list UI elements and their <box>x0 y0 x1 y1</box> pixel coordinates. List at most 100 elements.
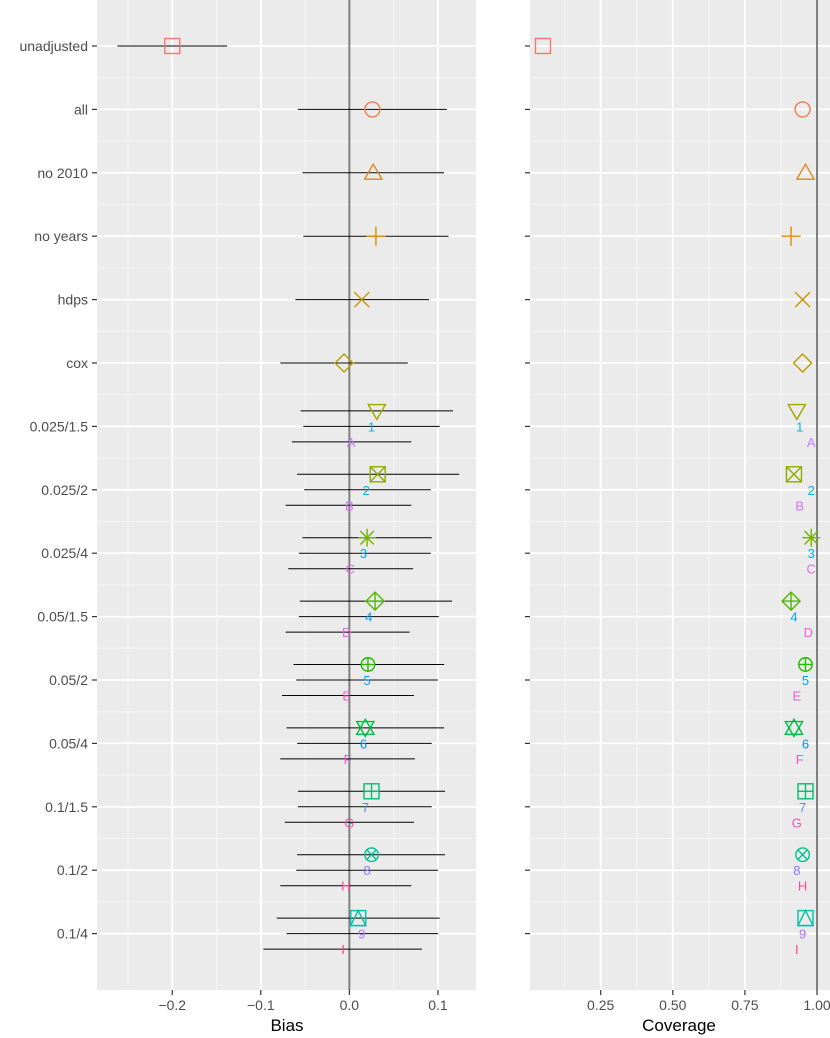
x-tick-label: 0.75 <box>731 997 758 1013</box>
coverage-point-label-e: E <box>792 689 801 704</box>
category-label-0-1-2: 0.1/2 <box>57 862 88 878</box>
coverage-point-label-3: 3 <box>808 546 815 561</box>
category-label-0-1-1-5: 0.1/1.5 <box>45 799 88 815</box>
coverage-point-0-1-1-5-square-plus-icon <box>797 783 814 800</box>
bias-point-0-025-1-5-triangle-down-icon <box>366 403 387 421</box>
coverage-point-label-7: 7 <box>799 800 806 815</box>
category-label-cox: cox <box>66 355 88 371</box>
bias-point-no-2010-triangle-icon <box>363 162 384 180</box>
bias-point-label-i: I <box>341 942 345 957</box>
coverage-point-unadjusted-square-icon <box>534 37 552 55</box>
category-label-0-025-2: 0.025/2 <box>41 482 88 498</box>
bias-point-label-7: 7 <box>362 800 369 815</box>
bias-point-0-025-4-asterisk-icon <box>358 528 377 547</box>
bias-point-label-h: H <box>341 879 350 894</box>
y-axis-category-labels: unadjusted all no 2010 no years hdps cox 0.025… <box>19 38 88 942</box>
coverage-point-label-h: H <box>798 879 807 894</box>
category-label-no-2010: no 2010 <box>37 165 88 181</box>
coverage-markers: 1A 2B 3C 4D 5E 6F 7G 8H 9I <box>534 37 821 957</box>
coverage-x-ticks: 0.25 0.50 0.75 1.00 <box>525 45 830 1013</box>
bias-point-cox-diamond-icon <box>334 353 355 373</box>
x-tick-label: −0.1 <box>247 997 275 1013</box>
x-tick-label: 0.0 <box>340 997 360 1013</box>
coverage-x-axis-title: Coverage <box>642 1016 716 1035</box>
category-label-0-05-1-5: 0.05/1.5 <box>37 609 88 625</box>
bias-point-0-05-1-5-diamond-plus-icon <box>365 591 386 612</box>
category-label-no-years: no years <box>34 228 88 244</box>
category-label-0-05-2: 0.05/2 <box>49 672 88 688</box>
bias-point-0-1-1-5-square-plus-icon <box>363 783 380 800</box>
coverage-point-no-years-plus-icon <box>781 226 801 246</box>
category-label-0-1-4: 0.1/4 <box>57 926 88 942</box>
bias-point-0-05-4-star-of-david-icon <box>355 717 376 738</box>
x-tick-label: 0.1 <box>428 997 448 1013</box>
coverage-point-label-1: 1 <box>796 419 803 434</box>
coverage-point-0-05-2-circle-plus-icon <box>798 657 813 672</box>
coverage-point-label-g: G <box>792 815 802 830</box>
category-label-0-025-1-5: 0.025/1.5 <box>30 418 89 434</box>
bias-point-unadjusted-square-icon <box>164 37 181 55</box>
coverage-point-label-c: C <box>807 562 816 577</box>
bias-point-label-1: 1 <box>368 419 375 434</box>
category-label-0-025-4: 0.025/4 <box>41 545 88 561</box>
bias-point-label-5: 5 <box>363 673 370 688</box>
bias-x-ticks: −0.2 −0.1 0.0 0.1 <box>92 45 448 1013</box>
coverage-point-0-025-2-square-x-icon <box>785 466 803 483</box>
coverage-point-cox-diamond-icon <box>792 353 813 373</box>
category-label-unadjusted: unadjusted <box>19 38 88 54</box>
coverage-panel-background <box>530 0 830 990</box>
coverage-point-label-5: 5 <box>802 673 809 688</box>
bias-point-label-e: E <box>342 689 351 704</box>
bias-x-axis-title: Bias <box>270 1016 303 1035</box>
bias-point-hdps-cross-icon <box>353 291 370 308</box>
bias-panel: 1A 2B 3C 4D 5E 6F 7G 8H 9I −0.2 −0.1 0.0 0.1 Bias <box>92 0 476 1035</box>
coverage-panel: 1A 2B 3C 4D 5E 6F 7G 8H 9I 0.25 0.50 0.75 1.00 Cove… <box>525 0 830 1035</box>
coverage-point-0-025-4-asterisk-icon <box>802 528 821 547</box>
bias-point-label-a: A <box>347 435 356 450</box>
coverage-point-label-4: 4 <box>790 610 797 625</box>
x-tick-label: 1.00 <box>803 997 830 1013</box>
coverage-point-0-05-1-5-diamond-plus-icon <box>781 591 802 612</box>
coverage-point-0-1-4-square-triangle-icon <box>796 909 815 927</box>
x-tick-label: −0.2 <box>158 997 186 1013</box>
coverage-point-label-d: D <box>804 625 813 640</box>
bias-point-label-2: 2 <box>363 483 370 498</box>
bias-markers: 1A 2B 3C 4D 5E 6F 7G 8H 9I <box>164 37 387 957</box>
coverage-point-all-circle-icon <box>794 101 811 118</box>
bias-point-label-c: C <box>346 562 355 577</box>
bias-point-label-g: G <box>344 815 354 830</box>
bias-point-0-1-4-square-triangle-icon <box>349 909 367 927</box>
coverage-point-0-1-2-circle-x-icon <box>795 847 811 863</box>
category-label-0-05-4: 0.05/4 <box>49 735 88 751</box>
coverage-point-label-2: 2 <box>808 483 815 498</box>
bias-point-no-years-plus-icon <box>366 226 386 246</box>
bias-point-0-025-2-square-x-icon <box>369 466 386 483</box>
category-label-all: all <box>74 101 88 117</box>
bias-point-label-6: 6 <box>360 736 367 751</box>
bias-point-0-05-2-circle-plus-icon <box>360 657 376 672</box>
coverage-gridlines <box>530 0 830 990</box>
coverage-point-label-9: 9 <box>799 927 806 942</box>
coverage-point-label-6: 6 <box>802 736 809 751</box>
category-label-hdps: hdps <box>58 292 88 308</box>
bias-panel-background <box>97 0 476 990</box>
bias-point-0-1-2-circle-x-icon <box>364 847 379 863</box>
bias-point-label-b: B <box>345 498 354 513</box>
bias-point-label-3: 3 <box>360 546 367 561</box>
bias-point-label-8: 8 <box>363 863 370 878</box>
coverage-point-label-b: B <box>795 498 804 513</box>
bias-point-label-f: F <box>344 752 352 767</box>
coverage-point-no-2010-triangle-icon <box>795 162 816 180</box>
x-tick-label: 0.25 <box>587 997 614 1013</box>
coverage-point-label-i: I <box>795 942 799 957</box>
bias-point-label-d: D <box>342 625 351 640</box>
x-tick-label: 0.50 <box>659 997 686 1013</box>
coverage-point-label-8: 8 <box>793 863 800 878</box>
bias-point-label-9: 9 <box>358 927 365 942</box>
coverage-point-label-a: A <box>807 435 816 450</box>
coverage-point-label-f: F <box>796 752 804 767</box>
coverage-point-0-025-1-5-triangle-down-icon <box>786 403 807 421</box>
coverage-point-0-05-4-star-of-david-icon <box>784 717 804 738</box>
coverage-point-hdps-cross-icon <box>794 291 811 308</box>
